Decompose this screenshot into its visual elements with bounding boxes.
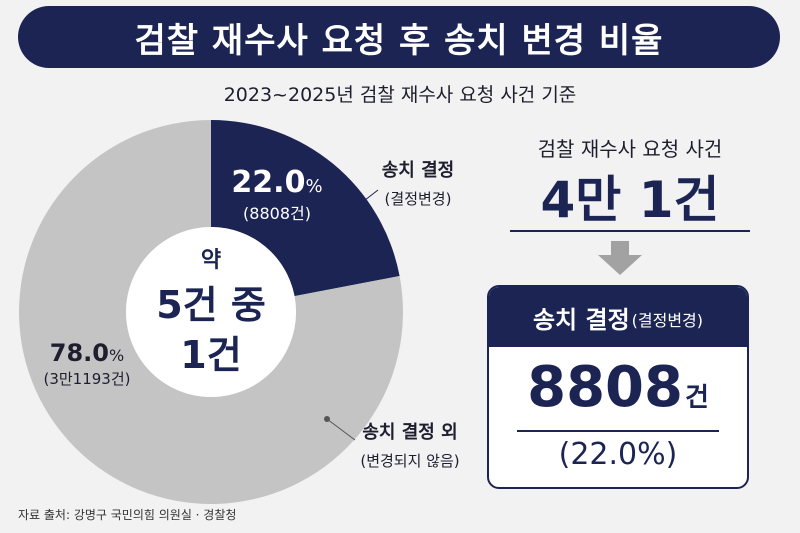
result-label: 송치 결정: [532, 305, 630, 334]
legend-label-1: 송치 결정 외: [362, 422, 457, 443]
subtitle: 2023~2025년 검찰 재수사 요청 사건 기준: [223, 84, 577, 106]
result-unit: 건: [684, 383, 709, 413]
arrow-head: [598, 255, 642, 275]
source-note: 자료 출처: 강명구 국민의힘 의원실 · 경찰청: [18, 508, 237, 522]
arrow-down-icon: [598, 241, 642, 275]
slice-label-pct-0: 22.0%: [231, 165, 322, 200]
result-label-sub: (결정변경): [631, 311, 704, 330]
result-value: 8808건: [489, 355, 747, 420]
center-text-top: 약: [201, 248, 221, 273]
result-header: 송치 결정 (결정변경): [489, 287, 747, 347]
donut-slice-1: [18, 120, 404, 504]
slice-label-pct-1: 78.0%: [50, 339, 124, 367]
donut-slice-0: [211, 120, 400, 297]
center-text-bottom: 1건: [180, 333, 241, 377]
title-banner: 검찰 재수사 요청 후 송치 변경 비율: [18, 6, 780, 68]
legend-sublabel-1: (변경되지 않음): [360, 452, 459, 470]
center-text-middle: 5건 중: [156, 283, 266, 327]
slice-label-count-1: (3만1193건): [43, 370, 130, 388]
page-title: 검찰 재수사 요청 후 송치 변경 비율: [134, 20, 664, 61]
slice-label-count-0: (8808건): [243, 204, 311, 223]
result-card: 송치 결정 (결정변경) 8808건 (22.0%): [487, 285, 749, 489]
legend-sublabel-0: (결정변경): [385, 190, 452, 208]
result-percent: (22.0%): [558, 437, 678, 472]
legend-label-0: 송치 결정: [382, 160, 455, 181]
arrow-shaft: [611, 241, 629, 255]
cases-label: 검찰 재수사 요청 사건: [537, 137, 723, 161]
donut-hole: [126, 227, 296, 397]
divider-line: [510, 230, 750, 232]
result-number: 8808: [527, 355, 683, 420]
leader-line-1: [326, 418, 356, 441]
result-divider: [517, 430, 719, 432]
donut-chart: 약 5건 중 1건 22.0% (8808건) 78.0% (3만1193건) 송치 결정 (결…: [18, 120, 460, 504]
leader-line-0: [346, 189, 379, 215]
cases-value: 4만 1건: [540, 171, 720, 229]
